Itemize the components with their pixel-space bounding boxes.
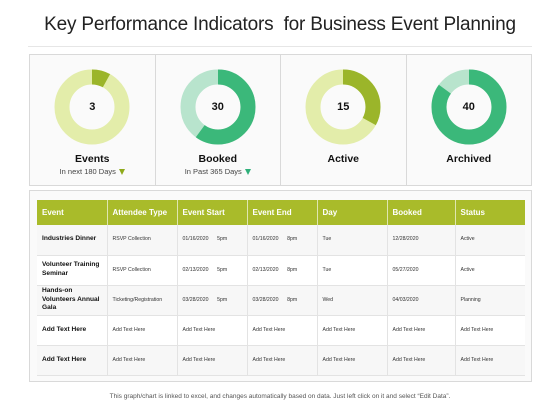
table-cell: Add Text Here: [247, 315, 318, 345]
donut-fill: [54, 69, 130, 145]
kpi-subtext-label: In next 180 Days: [59, 167, 116, 176]
table-cell: Add Text Here: [247, 345, 318, 375]
table-cell: Tue: [317, 255, 388, 285]
archived-donut-chart: [431, 69, 507, 145]
kpi-label: Archived: [446, 153, 492, 165]
kpi-card-active[interactable]: 15 Active: [281, 55, 407, 185]
table-cell: Industries Dinner: [37, 225, 108, 255]
kpi-subtext: In next 180 Days: [30, 167, 155, 176]
table-cell: Planning: [460, 296, 481, 303]
column-header[interactable]: Event: [37, 200, 108, 225]
table-cell: Volunteer Training Seminar: [37, 255, 108, 285]
kpi-card-booked[interactable]: 30 Booked In Past 365 Days: [156, 55, 281, 185]
table-cell: Ticketing/Registration: [107, 285, 178, 315]
kpi-subtext: In Past 365 Days: [156, 167, 281, 176]
kpi-label: Booked: [198, 153, 237, 165]
table-cell: Add Text Here: [460, 326, 494, 333]
table-cell: 02/13/2020 5pm: [177, 255, 248, 285]
donut-fill: [180, 69, 256, 145]
table-cell: Tue: [317, 225, 388, 255]
table-row[interactable]: Volunteer Training Seminar RSVP Collecti…: [37, 255, 525, 285]
table-cell: Hands-on Volunteers Annual Gala: [37, 285, 108, 315]
triangle-down-icon: [118, 169, 125, 175]
kpi-label: Events: [75, 153, 110, 165]
kpi-value: 30: [211, 101, 224, 113]
column-header[interactable]: Status: [460, 208, 485, 217]
active-donut-chart: [305, 69, 381, 145]
table-cell: Active: [460, 266, 475, 273]
kpi-subtext-label: In Past 365 Days: [184, 167, 242, 176]
table-cell: Add Text Here: [37, 345, 108, 375]
table-cell: Active: [460, 236, 475, 243]
column-header[interactable]: Event Start: [177, 200, 248, 225]
table-row[interactable]: Add Text Here Add Text Here Add Text Her…: [37, 345, 525, 375]
page-title: Key Performance Indicators for Business …: [44, 14, 516, 35]
table-row[interactable]: Industries Dinner RSVP Collection 01/16/…: [37, 225, 525, 255]
donut-fill: [431, 69, 507, 145]
table-cell: RSVP Collection: [107, 225, 178, 255]
triangle-down-icon: [244, 169, 251, 175]
table-cell: Add Text Here: [107, 345, 178, 375]
table-cell: Wed: [317, 285, 388, 315]
table-cell: RSVP Collection: [107, 255, 178, 285]
kpi-label: Active: [327, 153, 359, 165]
column-header[interactable]: Attendee Type: [107, 200, 178, 225]
table-cell: 01/16/2020 8pm: [247, 225, 318, 255]
kpi-card-events[interactable]: 3 Events In next 180 Days: [30, 55, 156, 185]
table-cell: Add Text Here: [387, 345, 456, 375]
table-cell: Add Text Here: [317, 345, 388, 375]
table-cell: 01/16/2020 5pm: [177, 225, 248, 255]
table-cell: 03/28/2020 8pm: [247, 285, 318, 315]
table-cell: Add Text Here: [177, 315, 248, 345]
table-cell: Add Text Here: [37, 315, 108, 345]
events-table-panel: Event Attendee Type Event Start Event En…: [29, 190, 532, 382]
table-header-row: Event Attendee Type Event Start Event En…: [37, 200, 525, 225]
table-cell: Add Text Here: [317, 315, 388, 345]
table-cell: 05/27/2020: [387, 255, 456, 285]
column-header[interactable]: Event End: [247, 200, 318, 225]
table-cell: 02/13/2020 8pm: [247, 255, 318, 285]
donut-fill: [305, 69, 381, 145]
column-header[interactable]: Booked: [387, 200, 456, 225]
footer-note: This graph/chart is linked to excel, and…: [109, 393, 451, 400]
table-cell: Add Text Here: [387, 315, 456, 345]
table-cell: Add Text Here: [460, 356, 494, 363]
table-cell: Add Text Here: [177, 345, 248, 375]
table-row[interactable]: Add Text Here Add Text Here Add Text Her…: [37, 315, 525, 345]
table-cell: Add Text Here: [107, 315, 178, 345]
events-donut-chart: [54, 69, 130, 145]
column-header[interactable]: Day: [317, 200, 388, 225]
table-cell: 03/28/2020 5pm: [177, 285, 248, 315]
kpi-value: 3: [89, 101, 96, 113]
table-cell: 04/03/2020: [387, 285, 456, 315]
kpi-value: 15: [337, 101, 350, 113]
events-table: Event Attendee Type Event Start Event En…: [37, 200, 525, 376]
booked-donut-chart: [180, 69, 256, 145]
table-cell: 12/28/2020: [387, 225, 456, 255]
kpi-value: 40: [462, 101, 475, 113]
title-divider: [28, 46, 532, 47]
table-row[interactable]: Hands-on Volunteers Annual Gala Ticketin…: [37, 285, 525, 315]
kpi-card-archived[interactable]: 40 Archived: [407, 55, 532, 185]
kpi-cards: 3 Events In next 180 Days 30 Booked In P…: [29, 54, 532, 186]
